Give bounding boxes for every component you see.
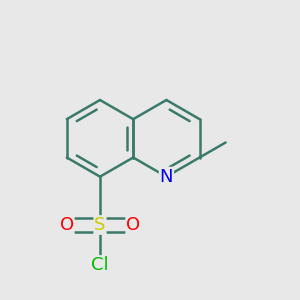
Text: S: S [94,216,106,234]
Text: O: O [126,216,140,234]
Text: Cl: Cl [91,256,109,274]
Text: O: O [60,216,74,234]
Text: N: N [160,168,173,186]
